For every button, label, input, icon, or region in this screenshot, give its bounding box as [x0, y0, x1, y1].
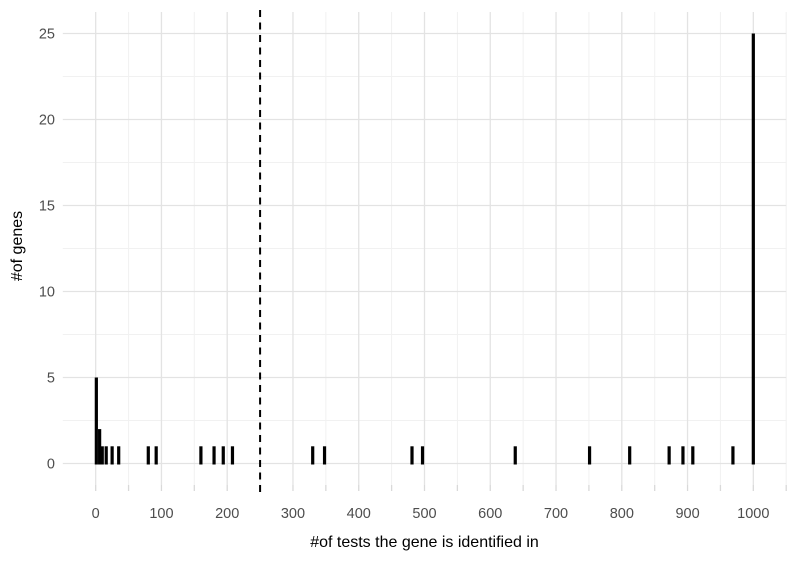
histogram-bar	[100, 446, 104, 465]
x-tick-label: 800	[610, 506, 634, 522]
x-tick-label: 600	[478, 506, 502, 522]
x-tick-label: 700	[544, 506, 568, 522]
bars	[94, 33, 755, 465]
y-tick-label: 20	[39, 113, 55, 129]
x-tick-label: 900	[675, 506, 699, 522]
histogram-bar	[322, 446, 327, 465]
y-tick-label: 10	[39, 285, 55, 301]
histogram-bar	[104, 446, 108, 465]
histogram-bar	[230, 446, 235, 465]
x-tick-label: 200	[215, 506, 239, 522]
x-tick-label: 500	[412, 506, 436, 522]
histogram-bar	[212, 446, 216, 465]
histogram-bar	[587, 446, 592, 465]
x-tick-labels: 0 100 200 300 400 500 600 700 800 900 1000	[92, 506, 770, 522]
x-tick-label: 400	[347, 506, 371, 522]
y-axis-title: #of genes	[9, 210, 26, 282]
x-tick-label: 300	[281, 506, 305, 522]
y-tick-label: 15	[39, 199, 55, 215]
histogram-bar	[691, 446, 695, 465]
x-tick-label: 1000	[737, 506, 769, 522]
histogram-bar	[199, 446, 203, 465]
histogram-bar	[628, 446, 632, 465]
histogram-bar	[98, 429, 102, 465]
y-tick-labels: 0 5 10 15 20 25	[39, 27, 55, 473]
y-tick-label: 5	[47, 371, 55, 387]
histogram-bar	[311, 446, 315, 465]
histogram-bar	[681, 446, 685, 465]
histogram-bar	[221, 446, 225, 465]
histogram-bar	[410, 446, 414, 465]
histogram-bar	[154, 446, 158, 465]
histogram-bar	[420, 446, 425, 465]
histogram-bar	[513, 446, 517, 465]
x-tick-label: 100	[149, 506, 173, 522]
histogram-bar	[110, 446, 114, 465]
x-axis-ticks	[95, 485, 787, 491]
histogram-bar	[146, 446, 150, 465]
y-tick-label: 25	[39, 27, 55, 43]
x-tick-label: 0	[92, 506, 100, 522]
histogram-bar	[667, 446, 671, 465]
histogram-bar	[731, 446, 735, 465]
y-tick-label: 0	[47, 457, 55, 473]
histogram-bar	[751, 33, 755, 465]
histogram-bar	[94, 377, 98, 465]
x-axis-title: #of tests the gene is identified in	[310, 534, 539, 551]
histogram-bar	[117, 446, 121, 465]
